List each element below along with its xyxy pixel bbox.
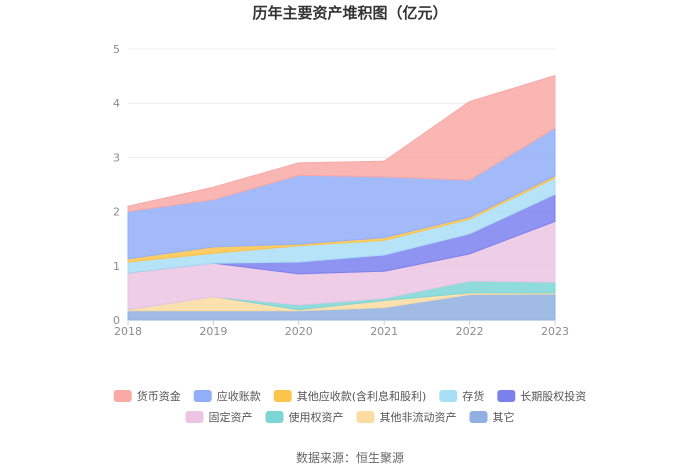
y-tick-label: 3 — [113, 151, 120, 164]
x-tick-label: 2022 — [456, 325, 484, 338]
legend-item[interactable]: 固定资产 — [185, 410, 253, 424]
x-tick-label: 2021 — [370, 325, 398, 338]
legend-item[interactable]: 其它 — [469, 410, 515, 424]
legend-label: 其他非流动资产 — [380, 410, 457, 424]
legend-item[interactable]: 其他非流动资产 — [356, 410, 457, 424]
area-series — [127, 74, 556, 321]
legend-swatch — [469, 411, 488, 423]
legend-swatch — [265, 411, 284, 423]
legend-label: 固定资产 — [209, 410, 253, 424]
legend-label: 其他应收款(含利息和股利) — [297, 389, 427, 403]
y-tick-label: 4 — [113, 97, 120, 110]
legend-swatch — [497, 390, 516, 402]
legend-label: 存货 — [462, 389, 484, 403]
y-tick-label: 1 — [113, 260, 120, 273]
legend-swatch — [193, 390, 212, 402]
legend-label: 货币资金 — [137, 389, 181, 403]
legend-item[interactable]: 其他应收款(含利息和股利) — [273, 389, 427, 403]
legend-item[interactable]: 应收账款 — [193, 389, 261, 403]
chart-title: 历年主要资产堆积图（亿元） — [252, 4, 447, 22]
legend-item[interactable]: 存货 — [439, 389, 484, 403]
legend-label: 其它 — [493, 410, 515, 424]
x-tick-label: 2018 — [114, 325, 142, 338]
y-tick-label: 2 — [113, 206, 120, 219]
legend-swatch — [113, 390, 132, 402]
legend-label: 长期股权投资 — [520, 389, 586, 403]
legend-swatch — [439, 390, 458, 402]
legend-label: 使用权资产 — [289, 410, 344, 424]
x-axis-ticks: 2018 2019 2020 2021 2022 2023 — [114, 320, 569, 338]
legend-swatch — [273, 390, 292, 402]
legend-item[interactable]: 货币资金 — [113, 389, 181, 403]
legend-item[interactable]: 使用权资产 — [265, 410, 344, 424]
y-tick-label: 5 — [113, 43, 120, 56]
y-axis-ticks: 0 1 2 3 4 5 — [113, 43, 120, 327]
x-tick-label: 2019 — [199, 325, 227, 338]
x-tick-label: 2023 — [541, 325, 569, 338]
legend-label: 应收账款 — [217, 389, 261, 403]
area-8[interactable] — [127, 74, 556, 213]
x-tick-label: 2020 — [285, 325, 313, 338]
source-text: 数据来源：恒生聚源 — [296, 450, 404, 465]
legend-swatch — [356, 411, 375, 423]
y-tick-label: 0 — [113, 314, 120, 327]
legend-swatch — [185, 411, 204, 423]
legend-item[interactable]: 长期股权投资 — [497, 389, 586, 403]
